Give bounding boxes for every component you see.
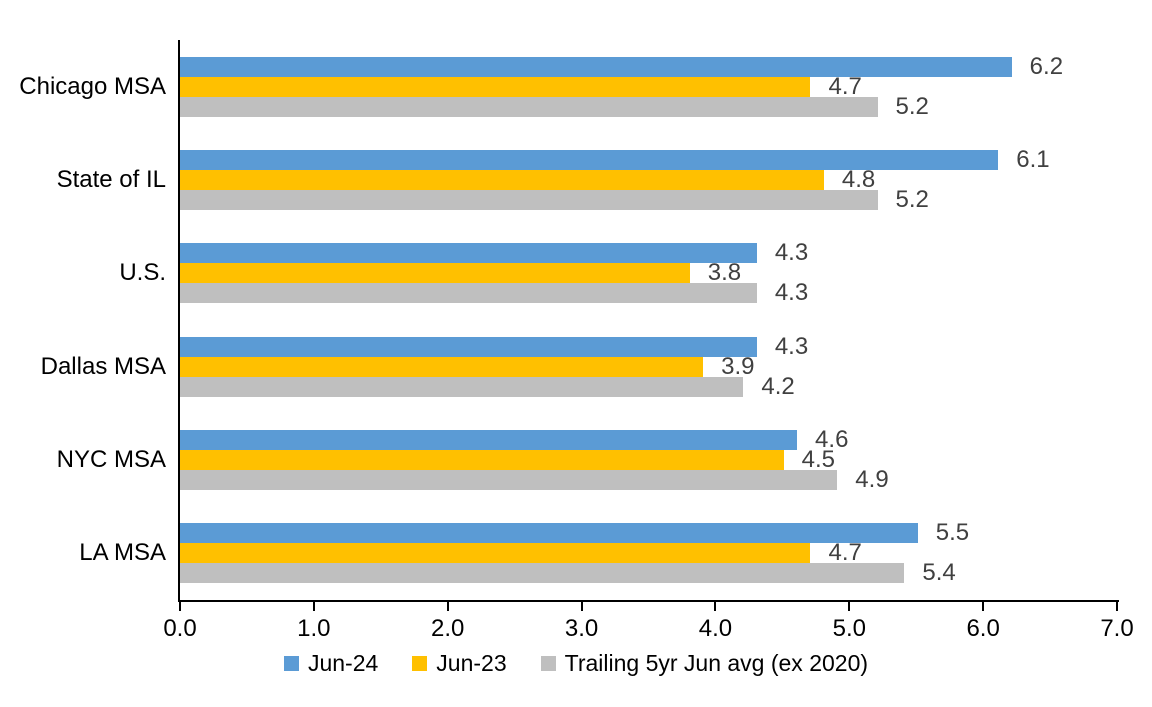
bar-value-label: 5.5	[935, 519, 970, 547]
bar-value-label: 3.8	[707, 259, 742, 287]
bar-value-label: 4.3	[774, 279, 809, 307]
bar-group-dallas-msa: Dallas MSA 4.3 3.9 4.2	[41, 320, 1119, 413]
category-label-nyc-msa: NYC MSA	[56, 445, 166, 473]
x-axis-tick-label: 1.0	[297, 615, 331, 642]
x-axis-tick	[1116, 602, 1118, 611]
x-axis-tick	[446, 602, 449, 611]
legend-item-trailing-5yr-jun-avg: Trailing 5yr Jun avg (ex 2020)	[540, 650, 869, 677]
bar-value-label: 4.2	[761, 372, 795, 400]
legend-label-jun-24: Jun-24	[307, 650, 379, 676]
bar-value-label: 4.6	[815, 425, 849, 453]
bar-row: 3.9	[180, 352, 1119, 380]
bar-jun-23-dallas-msa	[180, 356, 704, 377]
bar-value-label: 4.3	[774, 239, 809, 267]
legend-label-jun-23: Jun-23	[436, 650, 507, 676]
bar-row: 6.1	[180, 145, 1119, 173]
bar-value-label: 5.2	[895, 92, 929, 120]
x-axis-tick	[848, 602, 851, 611]
bar-jun-23-state-of-il	[180, 169, 824, 190]
bar-trailing-5yr-jun-avg-ex-2020-la-msa	[180, 563, 905, 584]
bar-value-label: 6.1	[1016, 145, 1050, 173]
bar-jun-23-nyc-msa	[180, 449, 784, 470]
x-axis-tick	[982, 602, 985, 611]
x-axis-tick-label: 2.0	[431, 615, 465, 642]
bar-row: 3.8	[180, 259, 1119, 287]
bar-row: 4.3	[180, 332, 1119, 360]
x-axis-tick	[714, 602, 717, 611]
legend-label-trailing-5yr-jun-avg: Trailing 5yr Jun avg (ex 2020)	[564, 650, 869, 676]
bar-trailing-5yr-jun-avg-ex-2020-u-s	[180, 283, 757, 304]
x-axis-tick	[580, 602, 583, 611]
category-label-state-of-il: State of IL	[56, 165, 166, 193]
bar-jun-24-state-of-il	[180, 149, 999, 170]
legend-item-jun-24: Jun-24	[283, 650, 379, 677]
bar-value-label: 6.2	[1029, 52, 1064, 80]
bar-row: 5.2	[180, 185, 1119, 213]
bar-jun-24-nyc-msa	[180, 429, 798, 450]
bar-value-label: 5.2	[895, 185, 929, 213]
bar-value-label: 4.7	[828, 72, 862, 100]
x-axis: 0.0 1.0 2.0 3.0 4.0 5.0 6.0 7.0	[163, 602, 1134, 650]
bar-jun-23-la-msa	[180, 543, 811, 564]
x-axis-tick	[312, 602, 315, 611]
legend-item-jun-23: Jun-23	[412, 650, 507, 677]
legend-swatch-jun-24	[283, 656, 299, 671]
bar-trailing-5yr-jun-avg-ex-2020-nyc-msa	[180, 469, 838, 490]
bar-row: 4.8	[180, 165, 1119, 193]
bar-row: 4.2	[180, 372, 1119, 400]
bar-row: 4.6	[180, 425, 1119, 453]
legend: Jun-24 Jun-23 Trailing 5yr Jun avg (ex 2…	[0, 650, 1152, 677]
category-label-chicago-msa: Chicago MSA	[19, 72, 166, 100]
x-axis-tick-label: 4.0	[698, 615, 733, 642]
bar-row: 5.4	[180, 559, 1119, 587]
bar-trailing-5yr-jun-avg-ex-2020-state-of-il	[180, 189, 878, 210]
category-label-la-msa: LA MSA	[79, 539, 166, 567]
bar-row: 4.7	[180, 539, 1119, 567]
bar-value-label: 4.9	[855, 465, 889, 493]
x-axis-tick	[179, 602, 181, 611]
bar-trailing-5yr-jun-avg-ex-2020-chicago-msa	[180, 96, 878, 117]
x-axis-tick-label: 7.0	[1100, 615, 1134, 642]
plot-area: Chicago MSA 6.2 4.7 5.2 State of IL 6.1 4.8 5.2…	[19, 40, 1119, 602]
bar-jun-23-u-s	[180, 263, 690, 284]
category-label-dallas-msa: Dallas MSA	[40, 352, 166, 380]
category-label-u-s: U.S.	[119, 259, 166, 287]
legend-swatch-jun-23	[412, 656, 428, 671]
x-axis-tick-label: 6.0	[966, 615, 1000, 642]
bar-jun-23-chicago-msa	[180, 76, 811, 97]
bar-jun-24-u-s	[180, 243, 757, 264]
bar-row: 4.3	[180, 239, 1119, 267]
bar-trailing-5yr-jun-avg-ex-2020-dallas-msa	[180, 376, 744, 397]
bar-row: 4.3	[180, 279, 1119, 307]
bar-value-label: 4.5	[801, 445, 836, 473]
bar-value-label: 5.4	[922, 559, 956, 587]
x-axis-tick-label: 3.0	[564, 615, 599, 642]
bar-value-label: 4.7	[828, 539, 862, 567]
bar-jun-24-dallas-msa	[180, 336, 757, 357]
bar-row: 4.5	[180, 445, 1119, 473]
bar-jun-24-la-msa	[180, 523, 918, 544]
bar-row: 4.9	[180, 465, 1119, 493]
bar-row: 5.2	[180, 92, 1119, 120]
bar-row: 5.5	[180, 519, 1119, 547]
bar-value-label: 4.3	[774, 332, 809, 360]
bar-group-la-msa: LA MSA 5.5 4.7 5.4	[79, 507, 1119, 600]
bar-group-nyc-msa: NYC MSA 4.6 4.5 4.9	[57, 413, 1119, 506]
bar-jun-24-chicago-msa	[180, 56, 1012, 77]
bar-group-u-s: U.S. 4.3 3.8 4.3	[119, 227, 1119, 320]
legend-swatch-trailing-5yr-jun-avg	[540, 656, 556, 671]
bar-value-label: 3.9	[721, 352, 755, 380]
bar-group-chicago-msa: Chicago MSA 6.2 4.7 5.2	[19, 40, 1119, 133]
bar-value-label: 4.8	[841, 165, 876, 193]
bar-row: 4.7	[180, 72, 1119, 100]
bar-group-state-of-il: State of IL 6.1 4.8 5.2	[57, 133, 1119, 226]
x-axis-tick-label: 5.0	[832, 615, 866, 642]
bar-row: 6.2	[180, 52, 1119, 80]
x-axis-tick-label: 0.0	[163, 615, 197, 642]
